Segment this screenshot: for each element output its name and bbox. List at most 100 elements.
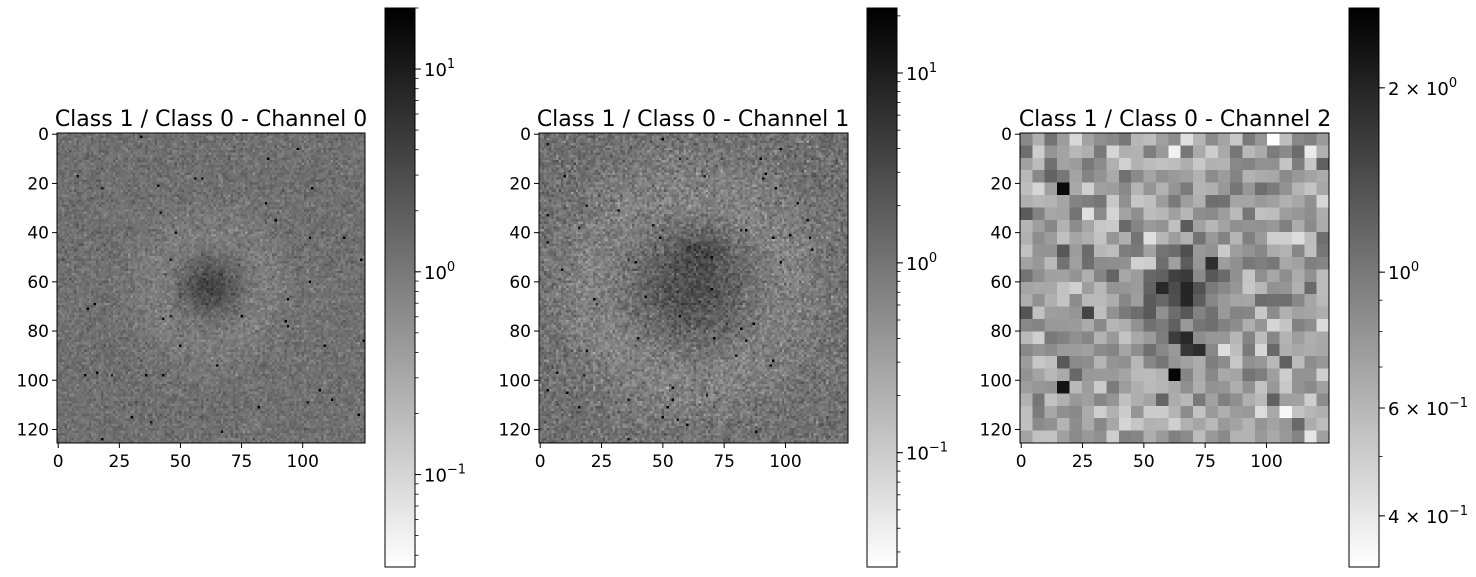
colorbar-tick-base: 10 (906, 444, 929, 465)
panel-0-y-axis: 0 20 40 60 80 100 120 (17, 125, 57, 440)
panel-0-ytick-label: 0 (38, 125, 49, 145)
panel-0-ytick-label: 100 (17, 371, 49, 391)
panel-1-axes-frame (538, 132, 849, 444)
panel-0-ytick-label: 40 (27, 224, 49, 244)
panel-1-ytick-label: 60 (509, 273, 531, 293)
panel-1-colorbar-frame (866, 7, 898, 568)
panel-2-ytick-label: 80 (990, 322, 1012, 342)
panel-0-x-axis: 0 25 50 75 100 (53, 443, 319, 472)
colorbar-tick-mantissa: 2 (1388, 79, 1399, 100)
panel-2-ytick-label: 0 (1001, 125, 1012, 145)
panel-2-heatmap (1020, 133, 1329, 443)
panel-0-xtick-label: 75 (231, 452, 253, 472)
panel-1-heatmap (539, 133, 848, 443)
panel-0-title: Class 1 / Class 0 - Channel 0 (55, 107, 367, 132)
colorbar-tick-exponent: 0 (929, 251, 937, 266)
panel-1-colorbar-gradient (867, 8, 897, 567)
panel-2-ytick-label: 120 (980, 420, 1012, 440)
panel-1-ytick-label: 80 (509, 322, 531, 342)
colorbar-tick-exponent: −1 (1449, 504, 1468, 519)
panel-1-xtick-label: 25 (591, 452, 613, 472)
panel-2-xtick-label: 100 (1250, 452, 1282, 472)
colorbar-tick-base: 10 (1388, 263, 1411, 284)
panel-2-ytick-label: 60 (990, 273, 1012, 293)
panel-1-ytick-label: 40 (509, 224, 531, 244)
colorbar-tick-exponent: 1 (929, 61, 937, 76)
colorbar-tick-base: 10 (906, 254, 929, 275)
panel-1-xtick-label: 100 (769, 452, 801, 472)
panel-0-xtick-label: 50 (170, 452, 192, 472)
panel-2-xtick-label: 75 (1194, 452, 1216, 472)
panel-2-xtick-label: 0 (1016, 452, 1027, 472)
panel-0-ytick-label: 20 (27, 174, 49, 194)
panel-2-title: Class 1 / Class 0 - Channel 2 (1019, 107, 1331, 132)
panel-1-xtick-label: 50 (652, 452, 674, 472)
colorbar-tick-exponent: −1 (1449, 396, 1468, 411)
colorbar-tick-mantissa: 4 (1388, 507, 1399, 528)
colorbar-tick-base: 10 (906, 64, 929, 85)
panel-2-axes-frame (1019, 132, 1330, 444)
panel-2-ytick-label: 20 (990, 174, 1012, 194)
panel-2-colorbar-tick-label: 100 (1388, 260, 1419, 284)
colorbar-tick-base: 10 (424, 60, 447, 81)
panel-2-colorbar-tick-label: 2 × 100 (1388, 76, 1457, 100)
colorbar-tick-base: 10 (1426, 399, 1449, 420)
panel-2: Class 1 / Class 0 - Channel 2 0 25 50 75 100… (980, 7, 1468, 568)
colorbar-tick-exponent: −1 (929, 441, 948, 456)
colorbar-tick-exponent: −1 (447, 463, 466, 478)
panel-2-colorbar-tick-label: 6 × 10−1 (1388, 396, 1468, 420)
panel-2-ytick-label: 40 (990, 224, 1012, 244)
panel-1-heatmap-image (539, 133, 848, 443)
panel-1: Class 1 / Class 0 - Channel 1 0 25 50 75 100… (499, 7, 948, 568)
colorbar-tick-base: 10 (424, 263, 447, 284)
panel-0-heatmap (57, 133, 365, 443)
panel-0-ytick-label: 120 (17, 420, 49, 440)
panel-1-colorbar-tick-label: 10−1 (906, 441, 948, 465)
panel-1-x-axis: 0 25 50 75 100 (535, 443, 802, 472)
panel-2-y-axis: 0 20 40 60 80 100 120 (980, 125, 1020, 440)
panel-1-y-axis: 0 20 40 60 80 100 120 (499, 125, 539, 440)
colorbar-tick-base: 10 (1426, 507, 1449, 528)
panel-0-colorbar-tick-label: 10−1 (424, 463, 466, 487)
colorbar-tick-mantissa: 6 (1388, 399, 1399, 420)
panel-0-colorbar-tick-label: 101 (424, 57, 455, 81)
panel-1-title: Class 1 / Class 0 - Channel 1 (537, 107, 849, 132)
panel-1-ytick-label: 0 (520, 125, 531, 145)
colorbar-tick-base: 10 (424, 466, 447, 487)
panel-2-x-axis: 0 25 50 75 100 (1016, 443, 1283, 472)
panel-0-xtick-label: 100 (286, 452, 318, 472)
colorbar-tick-times: × (1399, 507, 1426, 528)
panel-0-heatmap-image (57, 133, 365, 443)
panel-2-colorbar-tick-label: 4 × 10−1 (1388, 504, 1468, 528)
colorbar-tick-times: × (1399, 399, 1426, 420)
colorbar-tick-exponent: 0 (447, 260, 455, 275)
panel-0-axes-frame (56, 132, 366, 444)
colorbar-tick-times: × (1399, 79, 1426, 100)
panel-0-ytick-label: 80 (27, 322, 49, 342)
colorbar-tick-exponent: 1 (447, 57, 455, 72)
panel-2-xtick-label: 50 (1133, 452, 1155, 472)
panel-1-xtick-label: 75 (713, 452, 735, 472)
panel-2-colorbar-frame (1348, 7, 1380, 568)
panel-0-ytick-label: 60 (27, 273, 49, 293)
panel-1-ytick-label: 100 (499, 371, 531, 391)
panel-0: Class 1 / Class 0 - Channel 0 0 25 50 75 100… (17, 7, 466, 568)
colorbar-tick-base: 10 (1426, 79, 1449, 100)
panel-0-colorbar-tick-label: 100 (424, 260, 455, 284)
colorbar-tick-exponent: 0 (1449, 76, 1457, 91)
panel-0-colorbar-frame (384, 7, 416, 568)
panel-2-heatmap-image (1020, 133, 1329, 443)
panel-1-ytick-label: 20 (509, 174, 531, 194)
panel-0-xtick-label: 0 (53, 452, 64, 472)
colorbar-tick-exponent: 0 (1411, 260, 1419, 275)
panel-2-ytick-label: 100 (980, 371, 1012, 391)
panel-0-xtick-label: 25 (109, 452, 131, 472)
panel-2-colorbar-gradient (1349, 8, 1379, 567)
panel-1-ytick-label: 120 (499, 420, 531, 440)
panel-2-xtick-label: 25 (1072, 452, 1094, 472)
panel-0-colorbar-gradient (385, 8, 415, 567)
